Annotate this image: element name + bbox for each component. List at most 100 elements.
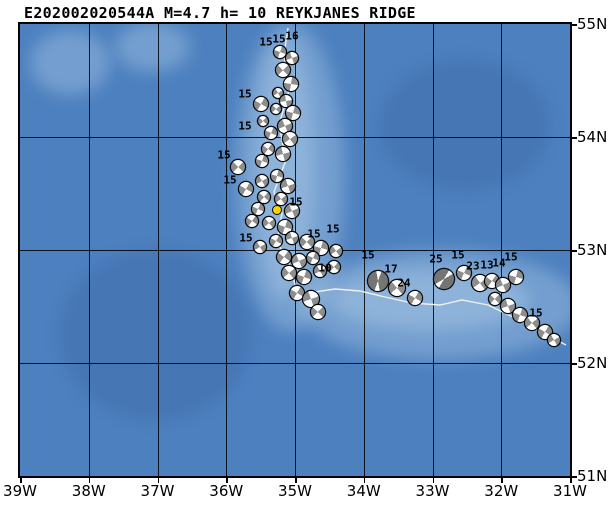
focal-mechanism	[269, 234, 283, 248]
axis-tick	[295, 478, 297, 483]
lat-label: 51N	[577, 467, 608, 485]
lat-label: 52N	[577, 354, 608, 372]
focal-mechanism	[285, 105, 301, 121]
bathymetry-patch	[60, 250, 250, 420]
focal-mechanism-label: 15	[361, 248, 375, 262]
focal-mechanism	[327, 260, 341, 274]
focal-mechanism	[261, 142, 275, 156]
focal-mechanism	[238, 181, 254, 197]
focal-mechanism	[296, 269, 312, 285]
focal-mechanism	[407, 290, 423, 306]
focal-mechanism	[270, 103, 282, 115]
axis-tick	[157, 478, 159, 483]
focal-mechanism-label: 15	[529, 306, 543, 320]
lon-label: 36W	[209, 482, 244, 500]
focal-mechanism	[275, 146, 291, 162]
focal-mechanism	[274, 192, 288, 206]
focal-mechanism	[257, 190, 271, 204]
focal-mechanism	[262, 216, 276, 230]
lon-label: 31W	[553, 482, 587, 500]
focal-mechanism	[524, 315, 540, 331]
focal-mechanism	[253, 240, 267, 254]
focal-mechanism-label: 15	[272, 32, 286, 46]
lat-label: 54N	[577, 128, 608, 146]
lon-label: 39W	[3, 482, 37, 500]
focal-mechanism-label: 15	[223, 173, 237, 187]
focal-mechanism-label: 15	[259, 35, 273, 49]
focal-mechanism	[433, 268, 455, 290]
bathymetry-patch	[30, 30, 110, 95]
focal-mechanism-label: 24	[397, 276, 411, 290]
lon-label: 34W	[346, 482, 381, 500]
focal-mechanism	[255, 154, 269, 168]
lon-label: 37W	[140, 482, 175, 500]
focal-mechanism-label: 15	[326, 222, 340, 236]
focal-mechanism	[253, 96, 269, 112]
focal-mechanism-label: 15	[238, 87, 252, 101]
focal-mechanism-label: 15	[307, 227, 321, 241]
axis-tick	[363, 478, 366, 483]
focal-mechanism	[280, 178, 296, 194]
focal-mechanism-label: 15	[289, 195, 303, 209]
bathymetry-patch	[380, 60, 550, 190]
axis-tick	[572, 250, 577, 252]
grid-line-horizontal	[20, 250, 570, 251]
map-frame: 15 15 16 15 15 15 15 15 15 15 15 10 15 17 24 25 15 23 13 14…	[18, 22, 572, 478]
focal-mechanism	[251, 202, 265, 216]
focal-mechanism	[388, 279, 406, 297]
focal-mechanism	[245, 214, 259, 228]
axis-tick	[572, 363, 577, 365]
focal-mechanism-label: 13	[480, 258, 494, 272]
focal-mechanism	[306, 251, 320, 265]
grid-line-horizontal	[20, 363, 570, 364]
focal-mechanism-label: 23	[466, 259, 480, 273]
focal-mechanism-label: 15	[217, 148, 231, 162]
focal-mechanism	[285, 51, 299, 65]
focal-mechanism	[281, 265, 297, 281]
axis-tick	[570, 478, 572, 483]
focal-mechanism-label: 10	[318, 261, 332, 275]
focal-mechanism-label: 15	[238, 119, 252, 133]
focal-mechanism	[282, 131, 298, 147]
focal-mechanism	[284, 203, 300, 219]
focal-mechanism	[313, 264, 327, 278]
focal-mechanism	[500, 298, 516, 314]
axis-tick	[572, 24, 577, 26]
focal-mechanism	[488, 292, 502, 306]
axis-tick	[20, 478, 22, 483]
figure-title: E202002020544A M=4.7 h= 10 REYKJANES RID…	[24, 4, 416, 22]
focal-mechanism	[367, 270, 389, 292]
focal-mechanism	[230, 159, 246, 175]
lon-label: 35W	[278, 482, 312, 500]
focal-mechanism	[508, 269, 524, 285]
axis-tick	[572, 476, 577, 478]
lat-label: 55N	[577, 15, 608, 33]
focal-mechanism-label: 14	[492, 256, 506, 270]
axis-tick	[501, 478, 503, 483]
focal-mechanism	[329, 244, 343, 258]
lon-label: 32W	[484, 482, 519, 500]
focal-mechanism-label: 15	[504, 250, 518, 264]
focal-mechanism	[495, 277, 511, 293]
focal-mechanism	[257, 115, 269, 127]
focal-mechanism-label: 17	[384, 262, 398, 276]
focal-mechanism	[275, 62, 291, 78]
focal-mechanism	[456, 265, 472, 281]
focal-mechanism	[285, 231, 299, 245]
lon-label: 38W	[71, 482, 106, 500]
focal-mechanism	[276, 249, 292, 265]
axis-tick	[572, 137, 577, 139]
axis-tick	[88, 478, 91, 483]
lat-label: 53N	[577, 241, 608, 259]
focal-mechanism-label: 25	[429, 252, 443, 266]
event-marker	[272, 205, 282, 215]
focal-mechanism	[264, 126, 278, 140]
focal-mechanism-label: 16	[285, 29, 299, 43]
axis-tick	[432, 478, 434, 483]
bathymetry-patch	[115, 24, 190, 72]
focal-mechanism	[283, 76, 299, 92]
focal-mechanism-label: 15	[239, 231, 253, 245]
axis-tick	[226, 478, 228, 483]
lon-label: 33W	[415, 482, 450, 500]
